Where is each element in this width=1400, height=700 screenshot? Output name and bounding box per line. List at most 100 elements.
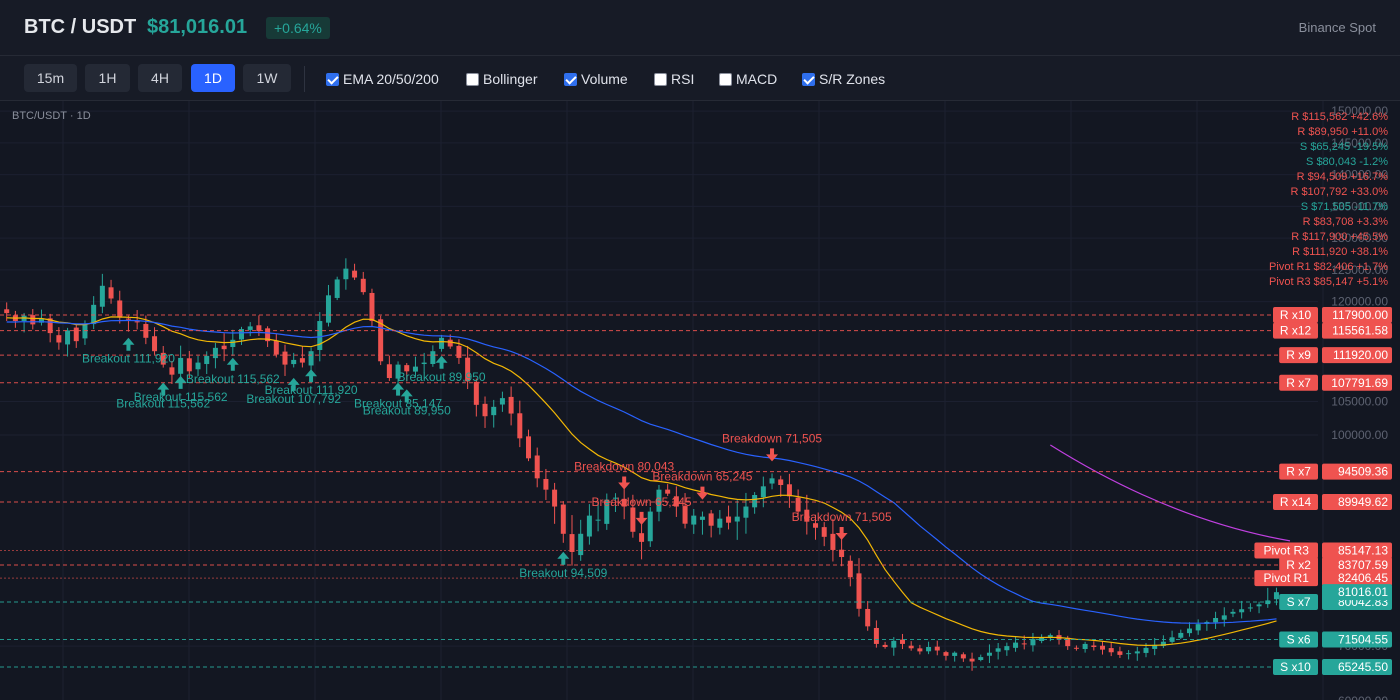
candle-up[interactable] — [1273, 592, 1279, 600]
toggle-sr-zones[interactable]: S/R Zones — [802, 70, 885, 88]
candle-down[interactable] — [134, 321, 140, 323]
candle-down[interactable] — [404, 365, 410, 372]
candle-up[interactable] — [317, 321, 323, 351]
candle-up[interactable] — [647, 511, 653, 542]
candle-down[interactable] — [795, 497, 801, 512]
timeframe-4h-button[interactable]: 4H — [138, 64, 182, 92]
candle-down[interactable] — [473, 381, 479, 405]
candle-up[interactable] — [717, 518, 723, 528]
candle-down[interactable] — [447, 339, 453, 347]
candle-down[interactable] — [726, 516, 732, 523]
candle-up[interactable] — [395, 364, 401, 379]
sr-level-tag[interactable] — [1273, 322, 1318, 339]
checkbox-icon[interactable] — [326, 73, 339, 86]
candle-down[interactable] — [569, 534, 575, 552]
candle-up[interactable] — [1230, 611, 1236, 614]
candle-up[interactable] — [195, 362, 201, 370]
candle-down[interactable] — [4, 309, 10, 314]
candle-up[interactable] — [212, 347, 218, 359]
candle-down[interactable] — [1117, 651, 1123, 655]
candle-down[interactable] — [517, 413, 523, 439]
toggle-bollinger[interactable]: Bollinger — [466, 70, 537, 88]
toggle-rsi[interactable]: RSI — [654, 70, 694, 88]
candle-up[interactable] — [343, 268, 349, 280]
candle-down[interactable] — [778, 479, 784, 485]
timeframe-1h-button[interactable]: 1H — [85, 64, 130, 92]
candle-down[interactable] — [1091, 645, 1097, 647]
candle-down[interactable] — [299, 358, 305, 363]
candle-up[interactable] — [595, 519, 601, 521]
candle-up[interactable] — [91, 304, 97, 325]
candle-up[interactable] — [699, 516, 705, 520]
candle-down[interactable] — [908, 645, 914, 649]
candle-up[interactable] — [1039, 637, 1045, 642]
chart-canvas[interactable]: 150000.00 145000.00 140000.00 135000.00 1300… — [0, 101, 1400, 700]
checkbox-icon[interactable] — [719, 73, 732, 86]
candle-down[interactable] — [56, 335, 62, 343]
candle-down[interactable] — [856, 573, 862, 609]
candle-down[interactable] — [482, 403, 488, 417]
candle-up[interactable] — [891, 640, 897, 648]
candle-up[interactable] — [612, 497, 618, 499]
candle-down[interactable] — [273, 340, 279, 355]
checkbox-icon[interactable] — [654, 73, 667, 86]
toggle-ema[interactable]: EMA 20/50/200 — [326, 70, 439, 88]
candle-up[interactable] — [752, 494, 758, 508]
candle-up[interactable] — [1213, 618, 1219, 623]
candle-up[interactable] — [1013, 642, 1019, 648]
candle-up[interactable] — [586, 515, 592, 537]
candle-up[interactable] — [926, 646, 932, 652]
candle-up[interactable] — [491, 406, 497, 416]
candle-up[interactable] — [421, 362, 427, 365]
sr-level-tag[interactable] — [1254, 570, 1318, 587]
candle-down[interactable] — [352, 270, 358, 278]
sr-level-tag[interactable] — [1254, 542, 1318, 559]
candle-up[interactable] — [178, 357, 184, 374]
candle-up[interactable] — [308, 351, 314, 366]
candle-up[interactable] — [1126, 653, 1132, 655]
candle-down[interactable] — [117, 300, 123, 318]
sr-level-tag[interactable] — [1279, 557, 1318, 574]
candle-up[interactable] — [1143, 647, 1149, 653]
candle-down[interactable] — [865, 608, 871, 627]
candle-up[interactable] — [1082, 643, 1088, 649]
candle-up[interactable] — [1256, 604, 1262, 607]
candle-up[interactable] — [1247, 607, 1253, 609]
candle-down[interactable] — [682, 506, 688, 524]
candle-down[interactable] — [265, 328, 271, 342]
candle-down[interactable] — [630, 507, 636, 532]
candle-down[interactable] — [673, 496, 679, 507]
checkbox-icon[interactable] — [466, 73, 479, 86]
candle-down[interactable] — [47, 318, 53, 334]
candle-up[interactable] — [1195, 624, 1201, 631]
candle-down[interactable] — [186, 358, 192, 372]
candle-down[interactable] — [143, 323, 149, 338]
candle-up[interactable] — [499, 398, 505, 405]
timeframe-15m-button[interactable]: 15m — [24, 64, 77, 92]
toggle-volume[interactable]: Volume — [564, 70, 628, 88]
candle-down[interactable] — [960, 654, 966, 659]
candle-up[interactable] — [952, 652, 958, 656]
candle-down[interactable] — [1100, 645, 1106, 650]
candle-up[interactable] — [99, 285, 105, 307]
candle-down[interactable] — [969, 658, 975, 662]
candle-up[interactable] — [291, 359, 297, 365]
candle-down[interactable] — [786, 484, 792, 497]
timeframe-1w-button[interactable]: 1W — [243, 64, 291, 92]
sr-level-tag[interactable] — [1279, 374, 1318, 391]
sr-level-tag[interactable] — [1279, 631, 1318, 648]
sr-level-tag[interactable] — [1279, 463, 1318, 480]
sr-level-tag[interactable] — [1273, 494, 1318, 510]
candle-up[interactable] — [760, 486, 766, 498]
candle-down[interactable] — [526, 436, 532, 459]
candle-up[interactable] — [656, 489, 662, 512]
candle-up[interactable] — [439, 337, 445, 349]
candle-up[interactable] — [1221, 615, 1227, 620]
timeframe-1d-button[interactable]: 1D — [191, 64, 235, 92]
candle-down[interactable] — [1108, 648, 1114, 653]
candle-up[interactable] — [1030, 639, 1036, 646]
toggle-macd[interactable]: MACD — [719, 70, 777, 88]
candle-up[interactable] — [325, 295, 331, 323]
sr-level-tag[interactable] — [1279, 347, 1318, 364]
candle-up[interactable] — [1160, 641, 1166, 646]
